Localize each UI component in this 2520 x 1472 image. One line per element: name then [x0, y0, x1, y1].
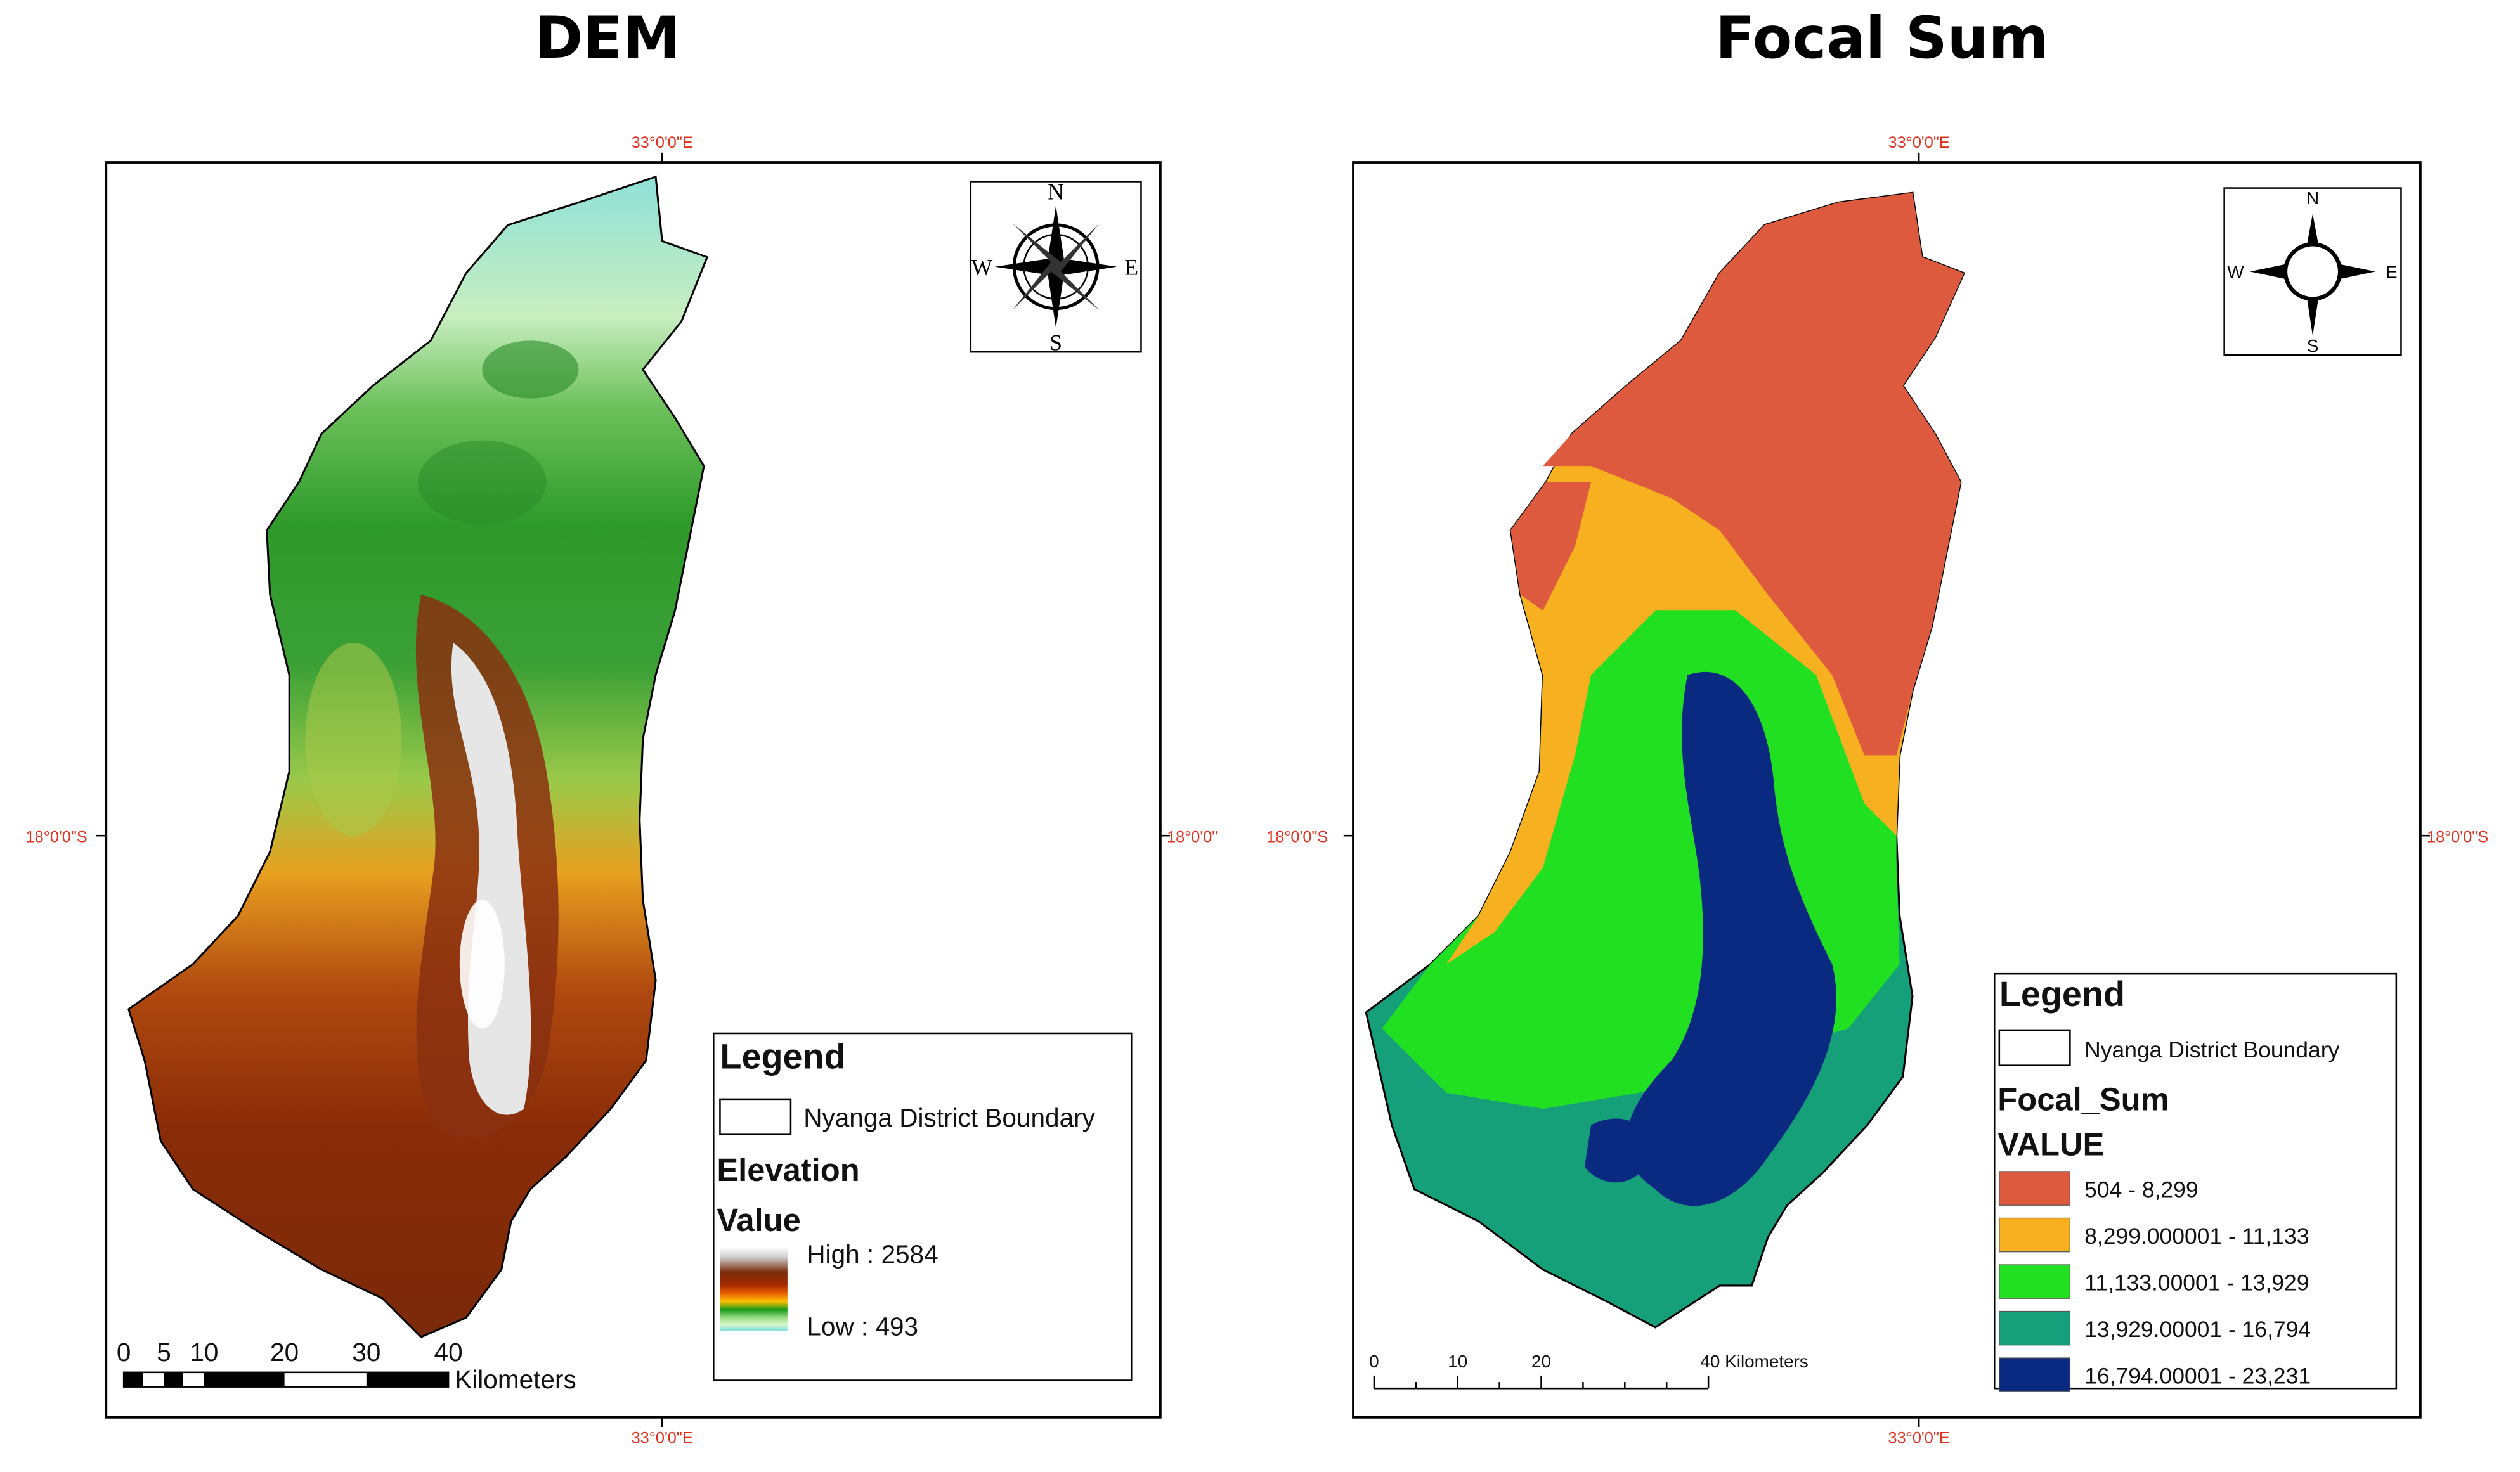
focal-field-title: VALUE [1997, 1127, 2104, 1163]
focal-coord-top: 33°0'0"E [1888, 134, 1950, 152]
focal-class-darkblue [1626, 671, 1836, 1206]
dem-coord-top: 33°0'0"E [632, 134, 693, 152]
focal-compass-w: W [2227, 262, 2244, 282]
focal-legend: Legend Nyanga District Boundary Focal_Su… [1993, 972, 2398, 1392]
dem-scale-tick-0: 0 [117, 1338, 131, 1367]
dem-high-label: High : 2584 [807, 1239, 938, 1269]
dem-boundary-label: Nyanga District Boundary [803, 1103, 1095, 1132]
focal-class-swatch-3 [1999, 1310, 2070, 1346]
dem-coord-right: 18°0'0" [1167, 828, 1218, 846]
focal-scale-bar: 0 10 20 40 Kilometers [1369, 1352, 1809, 1390]
focal-scale-tick-20: 20 [1531, 1352, 1551, 1371]
dem-field-title: Value [717, 1202, 800, 1238]
dem-north-arrow: N S W E [970, 179, 1142, 356]
focal-class-label-3: 13,929.00001 - 16,794 [2084, 1317, 2311, 1342]
dem-legend-title: Legend [720, 1037, 845, 1076]
focal-compass-s: S [2307, 336, 2319, 356]
focal-class-swatch-2 [1999, 1264, 2070, 1299]
focal-class-swatch-4 [1999, 1357, 2070, 1392]
focal-scale-tick-10: 10 [1448, 1352, 1467, 1371]
dem-compass-n: N [1048, 179, 1064, 204]
focal-coord-left: 18°0'0"S [1266, 828, 1328, 846]
focal-scale-units: 40 Kilometers [1700, 1352, 1808, 1371]
dem-scale-tick-30: 30 [352, 1338, 380, 1367]
dem-low-label: Low : 493 [807, 1312, 918, 1341]
dem-scale-tick-10: 10 [190, 1338, 218, 1367]
dem-compass-e: E [1124, 254, 1138, 280]
focal-class-label-4: 16,794.00001 - 23,231 [2084, 1364, 2311, 1389]
focal-class-label-2: 11,133.00001 - 13,929 [2084, 1270, 2309, 1296]
focal-layer-title: Focal_Sum [1997, 1081, 2169, 1118]
focal-class-swatch-0 [1999, 1171, 2070, 1206]
focal-sum-raster [1365, 191, 1966, 1329]
dem-scale-tick-5: 5 [157, 1338, 171, 1367]
dem-legend: Legend Nyanga District Boundary Elevatio… [713, 1032, 1133, 1381]
focal-class-red [1543, 193, 1965, 756]
focal-north-arrow: N S W E [2223, 187, 2402, 356]
dem-scale-tick-20: 20 [270, 1338, 299, 1367]
focal-boundary-swatch [1998, 1029, 2071, 1066]
dem-title: DEM [535, 4, 680, 72]
dem-compass-w: W [971, 254, 993, 280]
dem-raster [127, 175, 709, 1338]
dem-scale-tick-40: 40 [434, 1338, 463, 1367]
focal-sum-title: Focal Sum [1715, 4, 2049, 72]
dem-scale-bar: 0 5 10 20 30 40 Kilometers [117, 1338, 576, 1394]
dem-coord-bottom: 33°0'0"E [632, 1429, 693, 1447]
focal-coord-right: 18°0'0"S [2427, 828, 2488, 846]
dem-scale-units: Kilometers [455, 1365, 576, 1394]
dem-elevation-ramp [720, 1247, 788, 1331]
focal-boundary-label: Nyanga District Boundary [2084, 1037, 2339, 1062]
focal-compass-n: N [2306, 188, 2319, 208]
focal-legend-classes: 504 - 8,299 8,299.000001 - 11,133 11,133.0… [1999, 1171, 2311, 1392]
focal-sum-map-panel: Focal Sum 33°0'0"E 33°0'0"E 18°0'0"S 18°… [1266, 4, 2488, 1447]
focal-class-label-1: 8,299.000001 - 11,133 [2084, 1223, 2309, 1249]
dem-layer-title: Elevation [717, 1152, 859, 1188]
dem-district-shape [127, 175, 709, 1338]
dem-boundary-swatch [719, 1098, 792, 1135]
focal-class-swatch-1 [1999, 1217, 2070, 1253]
focal-class-label-0: 504 - 8,299 [2084, 1177, 2198, 1203]
dem-compass-s: S [1049, 330, 1062, 356]
dem-map-panel: DEM 33°0'0"E 33°0'0"E 18°0'0"S 18°0'0" [26, 4, 1218, 1447]
focal-coord-bottom: 33°0'0"E [1888, 1429, 1950, 1447]
focal-legend-title: Legend [1999, 974, 2125, 1014]
dem-coord-left: 18°0'0"S [26, 828, 88, 846]
focal-scale-tick-0: 0 [1369, 1352, 1379, 1371]
focal-compass-e: E [2386, 262, 2398, 282]
